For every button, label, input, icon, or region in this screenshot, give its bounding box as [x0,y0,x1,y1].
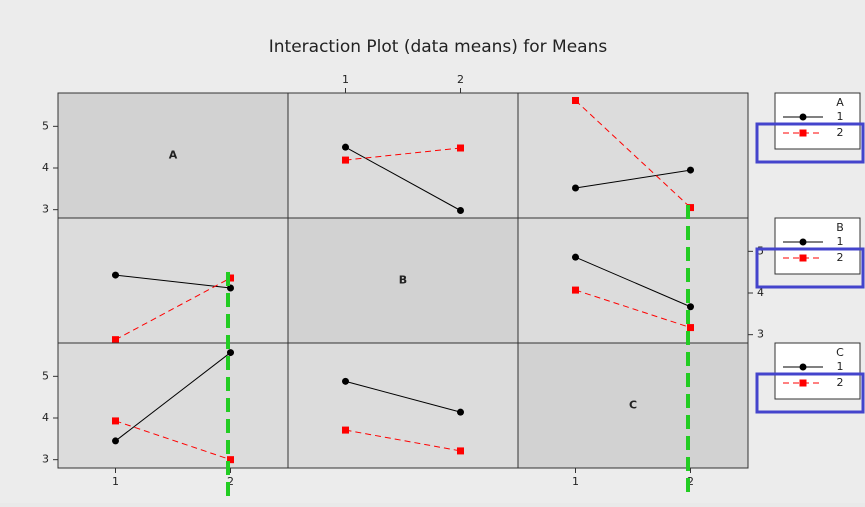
panel [288,343,518,468]
point [112,437,119,444]
panel [518,218,748,343]
y-tick-label: 4 [42,161,49,174]
x-tick-label: 2 [457,73,464,86]
panel [288,93,518,218]
legend-label: 1 [837,235,844,248]
point [457,145,464,152]
chart-title: Interaction Plot (data means) for Means [269,37,608,57]
legend-marker [800,114,807,121]
point [572,287,579,294]
legend-title: C [836,346,844,359]
point [227,349,234,356]
x-tick-label: 1 [112,475,119,488]
point [342,378,349,385]
legend-title: A [836,96,844,109]
y-tick-label: 4 [42,411,49,424]
point [342,427,349,434]
point [342,144,349,151]
panel [58,218,288,343]
point [687,303,694,310]
legend-marker [800,130,807,137]
point [457,207,464,214]
panel [518,93,748,218]
legend-label: 2 [837,251,844,264]
legend-box [775,343,860,399]
point [112,417,119,424]
point [572,254,579,261]
legend-label: 1 [837,110,844,123]
factor-label: C [629,399,637,412]
y-tick-label: 5 [42,369,49,382]
legend-marker [800,380,807,387]
chart: Interaction Plot (data means) for Means … [0,0,865,503]
legend-title: B [836,221,844,234]
point [687,167,694,174]
legend-box [775,218,860,274]
y-tick-label: 3 [757,328,764,341]
legend-marker [800,255,807,262]
point [342,157,349,164]
y-tick-label: 3 [42,453,49,466]
legend-marker [800,364,807,371]
x-tick-label: 1 [572,475,579,488]
legend-box [775,93,860,149]
panel [58,343,288,468]
y-tick-label: 3 [42,203,49,216]
point [112,272,119,279]
y-tick-label: 5 [42,119,49,132]
factor-label: B [399,274,407,287]
factor-label: A [169,149,178,162]
point [457,447,464,454]
point [572,97,579,104]
legend-label: 1 [837,360,844,373]
legend-label: 2 [837,376,844,389]
legend-marker [800,239,807,246]
point [457,409,464,416]
point [572,185,579,192]
point [687,324,694,331]
point [112,336,119,343]
legend-label: 2 [837,126,844,139]
x-tick-label: 1 [342,73,349,86]
